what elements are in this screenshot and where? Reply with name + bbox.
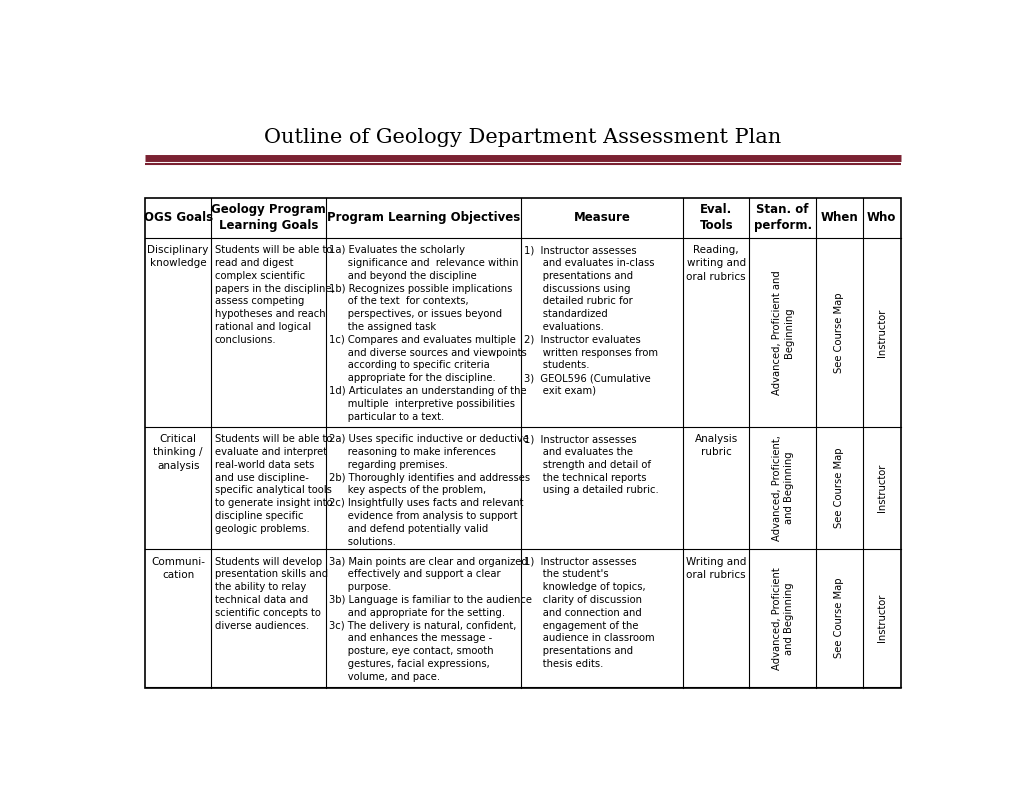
Text: Advanced, Proficient,
and Beginning: Advanced, Proficient, and Beginning (770, 435, 793, 541)
Text: Instructor: Instructor (876, 594, 886, 642)
Text: Reading,
writing and
oral rubrics: Reading, writing and oral rubrics (686, 245, 745, 281)
Text: When: When (819, 211, 857, 225)
Text: Analysis
rubric: Analysis rubric (694, 434, 737, 457)
Text: Eval.
Tools: Eval. Tools (699, 203, 733, 232)
Text: Program Learning Objectives: Program Learning Objectives (327, 211, 520, 225)
Text: Stan. of
perform.: Stan. of perform. (753, 203, 811, 232)
Text: 1)  Instructor assesses
      the student's
      knowledge of topics,
      cla: 1) Instructor assesses the student's kno… (524, 556, 654, 669)
Text: Students will be able to
read and digest
complex scientific
papers in the discip: Students will be able to read and digest… (214, 245, 334, 345)
Text: Disciplinary
knowledge: Disciplinary knowledge (148, 245, 209, 269)
Bar (145, 198, 900, 688)
Text: Communi-
cation: Communi- cation (151, 556, 205, 580)
Text: See Course Map: See Course Map (834, 578, 844, 659)
Text: 1)  Instructor assesses
      and evaluates the
      strength and detail of
   : 1) Instructor assesses and evaluates the… (524, 434, 658, 496)
Text: 2a) Uses specific inductive or deductive
      reasoning to make inferences
    : 2a) Uses specific inductive or deductive… (329, 434, 530, 547)
Text: See Course Map: See Course Map (834, 292, 844, 373)
Text: 1)  Instructor assesses
      and evaluates in-class
      presentations and
   : 1) Instructor assesses and evaluates in-… (524, 245, 657, 396)
Text: Measure: Measure (573, 211, 630, 225)
Text: 3a) Main points are clear and organized
      effectively and support a clear
  : 3a) Main points are clear and organized … (329, 556, 532, 682)
Text: See Course Map: See Course Map (834, 448, 844, 529)
Text: OGS Goals: OGS Goals (144, 211, 213, 225)
Text: Outline of Geology Department Assessment Plan: Outline of Geology Department Assessment… (264, 128, 781, 147)
Text: Instructor: Instructor (876, 464, 886, 512)
Text: Geology Program
Learning Goals: Geology Program Learning Goals (211, 203, 326, 232)
Text: Advanced, Proficient and
Beginning: Advanced, Proficient and Beginning (770, 270, 793, 395)
Text: Instructor: Instructor (876, 308, 886, 357)
Text: Critical
thinking /
analysis: Critical thinking / analysis (153, 434, 203, 470)
Text: Students will be able to
evaluate and interpret
real-world data sets
and use dis: Students will be able to evaluate and in… (214, 434, 332, 533)
Text: Students will develop
presentation skills and
the ability to relay
technical dat: Students will develop presentation skill… (214, 556, 327, 630)
Text: 1a) Evaluates the scholarly
      significance and  relevance within
      and b: 1a) Evaluates the scholarly significance… (329, 245, 527, 422)
Text: Writing and
oral rubrics: Writing and oral rubrics (686, 556, 746, 580)
Text: Who: Who (866, 211, 896, 225)
Text: Advanced, Proficient
and Beginning: Advanced, Proficient and Beginning (770, 567, 793, 670)
